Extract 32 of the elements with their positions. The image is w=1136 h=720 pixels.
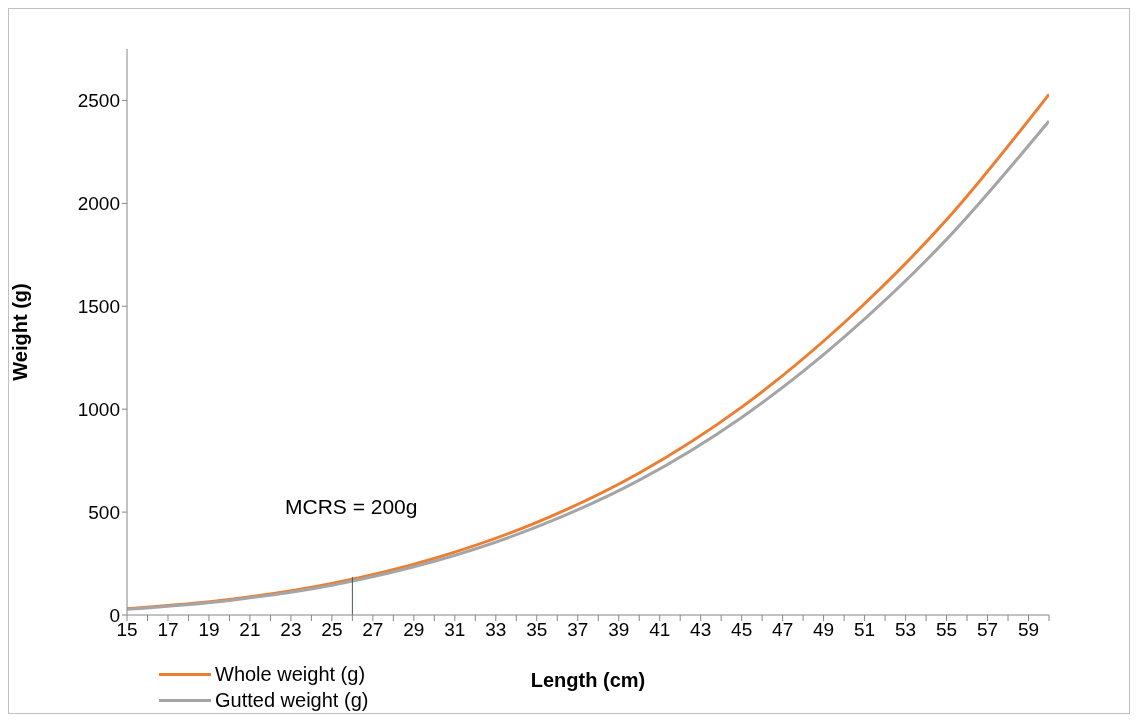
x-tick-label: 35 <box>526 619 548 641</box>
x-tick-label: 51 <box>854 619 876 641</box>
annotation: MCRS = 200g <box>285 495 418 519</box>
x-tick-label: 29 <box>403 619 425 641</box>
y-tick-label: 2000 <box>77 193 120 215</box>
x-tick-label: 43 <box>690 619 712 641</box>
x-tick-label: 49 <box>813 619 835 641</box>
x-tick-label: 33 <box>485 619 507 641</box>
x-tick-label: 55 <box>935 619 958 641</box>
x-tick-label: 57 <box>976 619 999 641</box>
y-axis-title: Weight (g) <box>9 283 32 381</box>
x-tick-label: 17 <box>157 619 179 641</box>
legend-label: Gutted weight (g) <box>215 688 369 713</box>
x-axis-title: Length (cm) <box>530 669 646 691</box>
x-tick-label: 53 <box>895 619 917 641</box>
y-tick-label: 1000 <box>77 398 120 420</box>
legend-label: Whole weight (g) <box>215 662 366 687</box>
x-tick-label: 47 <box>772 619 794 641</box>
y-tick-label: 1500 <box>77 296 120 318</box>
x-tick-label: 59 <box>1017 619 1040 641</box>
x-tick-label: 41 <box>649 619 671 641</box>
x-tick-label: 45 <box>731 619 753 641</box>
y-tick-label: 500 <box>88 501 120 523</box>
x-tick-label: 23 <box>280 619 302 641</box>
y-tick-label: 2500 <box>77 90 120 112</box>
x-tick-label: 25 <box>321 619 343 641</box>
x-tick-label: 21 <box>239 619 261 641</box>
x-tick-label: 27 <box>362 619 384 641</box>
x-tick-label: 31 <box>444 619 466 641</box>
x-tick-label: 19 <box>198 619 220 641</box>
x-tick-label: 37 <box>567 619 589 641</box>
x-tick-label: 39 <box>608 619 630 641</box>
